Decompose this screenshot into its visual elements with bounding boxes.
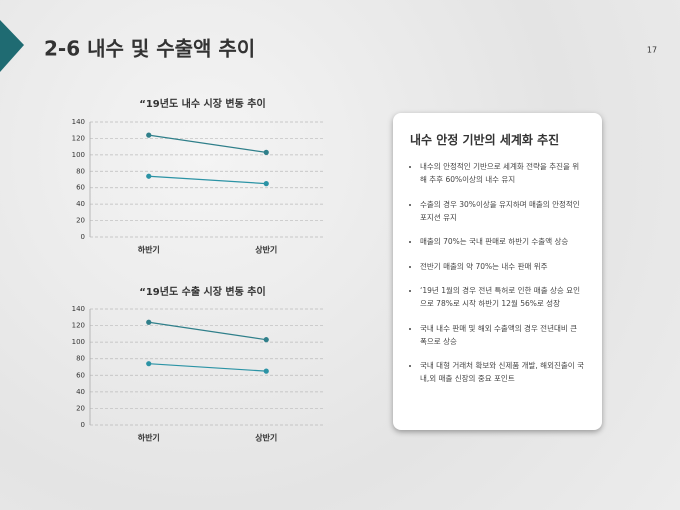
chart-title: “19년도 내수 시장 변동 추이 [139, 97, 265, 110]
bullet-item: ‘19년 1월의 경우 전년 특허로 인한 매출 상승 요인으로 78%로 시작… [420, 284, 586, 310]
data-point [263, 368, 269, 374]
y-tick-label: 60 [76, 371, 85, 379]
y-tick-label: 40 [76, 388, 85, 396]
y-tick-label: 100 [72, 338, 85, 346]
chart-title: “19년도 수출 시장 변동 추이 [139, 285, 265, 298]
corner-mark [0, 20, 24, 72]
data-point [146, 361, 152, 367]
y-tick-label: 20 [76, 217, 85, 225]
y-tick-label: 0 [81, 421, 85, 429]
x-tick-label: 상반기 [255, 245, 277, 255]
x-tick-label: 하반기 [138, 245, 160, 255]
data-point [146, 173, 152, 179]
bullet-list: 내수의 안정적인 기반으로 세계화 전략을 추진을 위해 추후 60%이상의 내… [410, 160, 586, 385]
bullet-item: 국내 내수 판매 및 해외 수출액의 경우 전년대비 큰 폭으로 상승 [420, 322, 586, 348]
bullet-item: 수출의 경우 30%이상을 유지하며 매출의 안정적인 포지션 유지 [420, 198, 586, 224]
y-tick-label: 120 [72, 134, 85, 142]
series-line [148, 363, 267, 372]
y-tick-label: 140 [72, 305, 85, 313]
series-line [148, 175, 267, 185]
bullet-item: 매출의 70%는 국내 판매로 하반기 수출액 상승 [420, 235, 586, 248]
text-panel: 내수 안정 기반의 세계화 추진 내수의 안정적인 기반으로 세계화 전략을 추… [393, 113, 602, 430]
data-point [263, 337, 269, 343]
x-tick-label: 상반기 [255, 433, 277, 443]
data-point [263, 181, 269, 187]
data-point [146, 132, 152, 138]
y-tick-label: 0 [81, 233, 85, 241]
bullet-item: 전반기 매출의 약 70%는 내수 판매 위주 [420, 260, 586, 273]
slide-title: 2-6 내수 및 수출액 추이 [44, 37, 255, 61]
panel-title: 내수 안정 기반의 세계화 추진 [410, 133, 560, 147]
y-tick-label: 100 [72, 151, 85, 159]
series-line [148, 134, 267, 153]
y-tick-label: 80 [76, 167, 85, 175]
bullet-item: 국내 대형 거래처 확보와 신제품 개발, 해외진출이 국내,외 매출 신장의 … [420, 359, 586, 385]
y-tick-label: 60 [76, 184, 85, 192]
y-tick-label: 40 [76, 200, 85, 208]
series-line [148, 321, 267, 341]
data-point [146, 319, 152, 325]
x-tick-label: 하반기 [138, 433, 160, 443]
y-tick-label: 120 [72, 322, 85, 330]
y-tick-label: 20 [76, 404, 85, 412]
page-number: 17 [647, 46, 657, 55]
bullet-item: 내수의 안정적인 기반으로 세계화 전략을 추진을 위해 추후 60%이상의 내… [420, 160, 586, 186]
y-tick-label: 140 [72, 118, 85, 126]
data-point [263, 149, 269, 155]
y-tick-label: 80 [76, 355, 85, 363]
